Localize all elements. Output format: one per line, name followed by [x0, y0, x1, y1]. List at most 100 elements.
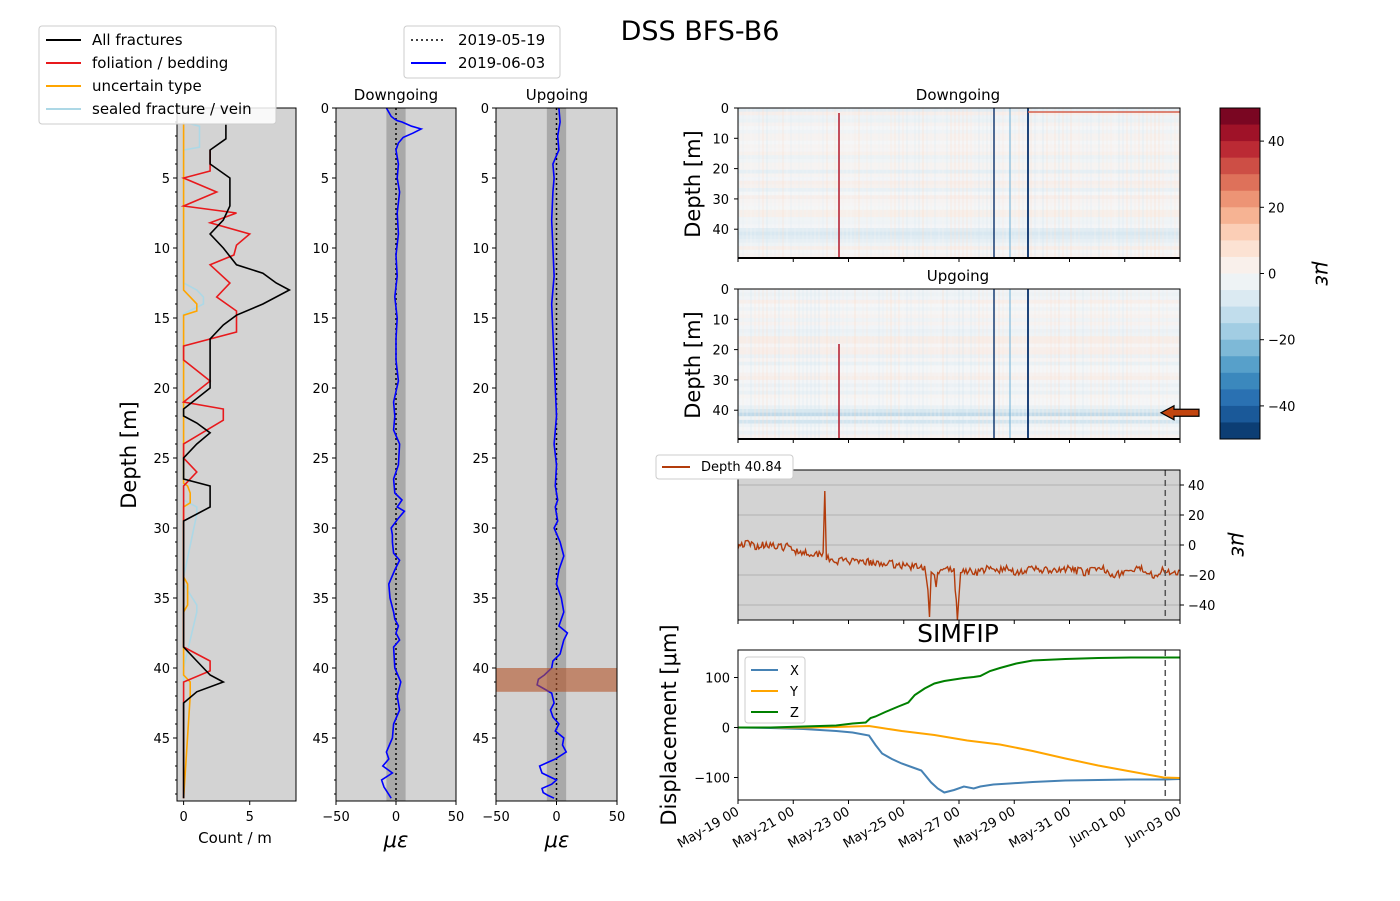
waterfall-downgoing-column	[1066, 108, 1068, 258]
waterfall-upgoing-column	[1094, 289, 1096, 439]
waterfall-upgoing-column	[1018, 289, 1020, 439]
simfip-series-y	[738, 724, 1180, 779]
downgoing-profile-y-tick-label: 20	[312, 382, 329, 397]
fracture-series-uncertain	[182, 122, 198, 799]
colorbar-label: με	[1311, 261, 1335, 287]
waterfall-downgoing-column	[1166, 108, 1168, 258]
waterfall-upgoing-column	[1166, 289, 1168, 439]
waterfall-upgoing-column	[1074, 289, 1076, 439]
colorbar-tick-label: 0	[1268, 268, 1276, 283]
waterfall-upgoing-column	[930, 289, 932, 439]
waterfall-upgoing-column	[1106, 289, 1108, 439]
waterfall-upgoing-stripe	[738, 296, 1180, 300]
waterfall-downgoing-column	[998, 108, 1000, 258]
waterfall-downgoing-stripe	[738, 169, 1180, 174]
colorbar-level	[1220, 124, 1260, 142]
simfip-title: SIMFIP	[917, 619, 999, 648]
waterfall-downgoing-column	[754, 108, 756, 258]
colorbar-level	[1220, 405, 1260, 423]
waterfall-upgoing-column	[802, 289, 804, 439]
waterfall-downgoing-column	[1114, 108, 1116, 258]
waterfall-downgoing-y-label: Depth [m]	[681, 130, 705, 237]
waterfall-upgoing-stripe	[738, 329, 1180, 333]
waterfall-downgoing-column	[1134, 108, 1136, 258]
waterfall-downgoing-column	[990, 108, 992, 258]
waterfall-upgoing-stripe	[738, 358, 1180, 362]
waterfall-downgoing-column	[762, 108, 764, 258]
waterfall-upgoing-column	[882, 289, 884, 439]
waterfall-downgoing-column	[778, 108, 780, 258]
waterfall-downgoing-stripe	[738, 231, 1180, 236]
waterfall-downgoing-stripe	[738, 228, 1180, 232]
waterfall-downgoing-column	[1126, 108, 1128, 258]
waterfall-downgoing-column	[830, 108, 832, 258]
waterfall-downgoing-column	[930, 108, 932, 258]
downgoing-profile-y-tick-label: 35	[312, 592, 329, 607]
waterfall-downgoing-stripe	[738, 209, 1180, 214]
waterfall-upgoing-column	[1122, 289, 1124, 439]
upgoing-profile-y-tick-label: 30	[472, 522, 489, 537]
downgoing-profile-current-line	[380, 108, 424, 799]
upgoing-profile-y-tick-label: 40	[472, 662, 489, 677]
waterfall-downgoing-column	[1150, 108, 1152, 258]
waterfall-upgoing-column	[906, 289, 908, 439]
waterfall-upgoing-stripe	[738, 387, 1180, 391]
waterfall-upgoing-stripe	[738, 325, 1180, 329]
waterfall-upgoing-stripe	[738, 310, 1180, 315]
waterfall-upgoing-stripe	[738, 343, 1180, 348]
waterfall-downgoing-column	[1026, 108, 1028, 258]
waterfall-downgoing-column	[1138, 108, 1140, 258]
upgoing-profile-y-tick-label: 0	[481, 102, 489, 117]
fracture-y-tick-label: 25	[153, 452, 170, 467]
waterfall-downgoing-column	[886, 108, 888, 258]
upgoing-profile-x-tick-label: 50	[609, 810, 626, 825]
waterfall-upgoing-stripe	[738, 430, 1180, 435]
waterfall-upgoing-stripe	[738, 303, 1180, 308]
downgoing-profile-x-tick-label: −50	[322, 810, 349, 825]
waterfall-upgoing-stripe	[738, 409, 1180, 413]
waterfall-upgoing-stripe	[738, 347, 1180, 351]
fracture-y-tick-label: 15	[153, 312, 170, 327]
downgoing-profile-y-tick-label: 25	[312, 452, 329, 467]
waterfall-upgoing-column	[822, 289, 824, 439]
waterfall-upgoing-column	[782, 289, 784, 439]
depth-axis-label: Depth [m]	[117, 401, 141, 508]
waterfall-upgoing-stripe	[738, 314, 1180, 319]
waterfall-downgoing-y-tick-label: 40	[712, 223, 729, 238]
waterfall-downgoing-column	[1042, 108, 1044, 258]
waterfall-downgoing-stripe	[738, 235, 1180, 239]
simfip-y-label: Displacement [μm]	[657, 624, 681, 825]
waterfall-downgoing-column	[858, 108, 860, 258]
waterfall-upgoing-column	[774, 289, 776, 439]
waterfall-downgoing-column	[862, 108, 864, 258]
waterfall-downgoing-stripe	[738, 129, 1180, 134]
waterfall-downgoing-column	[1046, 108, 1048, 258]
waterfall-downgoing-stripe	[738, 220, 1180, 225]
waterfall-upgoing-column	[1170, 289, 1172, 439]
waterfall-downgoing-column	[770, 108, 772, 258]
waterfall-downgoing-column	[742, 108, 744, 258]
waterfall-upgoing-column	[766, 289, 768, 439]
waterfall-upgoing-column	[1086, 289, 1088, 439]
waterfall-downgoing-column	[902, 108, 904, 258]
waterfall-downgoing-column	[1090, 108, 1092, 258]
waterfall-downgoing-column	[746, 108, 748, 258]
waterfall-upgoing-column	[1098, 289, 1100, 439]
fracture-legend: All fractures foliation / bedding uncert…	[38, 25, 277, 125]
waterfall-downgoing-stripe	[738, 249, 1180, 254]
waterfall-upgoing-column	[1078, 289, 1080, 439]
waterfall-downgoing-column	[1154, 108, 1156, 258]
waterfall-downgoing-column	[986, 108, 988, 258]
waterfall-upgoing-column	[958, 289, 960, 439]
fracture-y-tick-label: 5	[162, 172, 170, 187]
waterfall-downgoing-column	[1086, 108, 1088, 258]
upgoing-highlight-zone	[496, 668, 617, 692]
waterfall-upgoing-y-tick-label: 20	[712, 344, 729, 359]
simfip-series-z	[738, 656, 1180, 729]
waterfall-downgoing-column	[1118, 108, 1120, 258]
waterfall-downgoing-stripe	[738, 188, 1180, 192]
waterfall-downgoing-stripe	[738, 242, 1180, 247]
downgoing-profile-y-tick-label: 40	[312, 662, 329, 677]
waterfall-upgoing-column	[862, 289, 864, 439]
